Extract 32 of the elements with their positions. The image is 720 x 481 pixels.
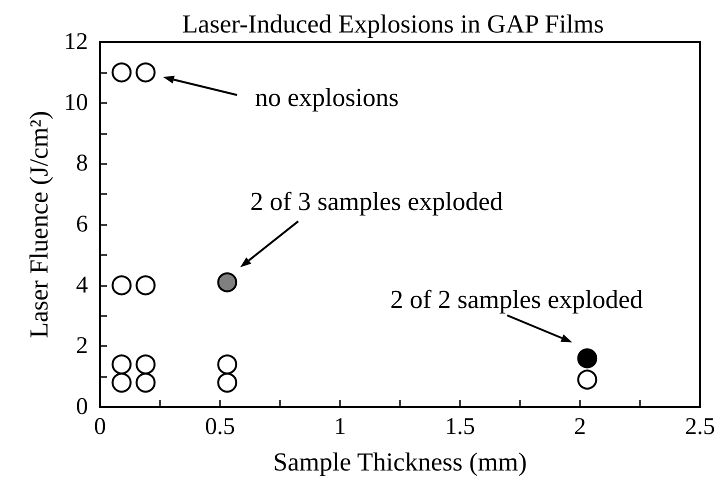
y-tick-label: 8 [76, 150, 88, 177]
y-tick-label: 12 [64, 29, 88, 55]
y-axis-title: Laser Fluence (J/cm²) [24, 110, 54, 338]
point [136, 62, 156, 82]
y-tick-label: 10 [64, 90, 88, 116]
x-axis-title: Sample Thickness (mm) [273, 448, 527, 476]
point [136, 372, 156, 393]
chart-title: Laser-Induced Explosions in GAP Films [182, 10, 604, 38]
x-tick-label: 1.5 [445, 414, 475, 440]
point [136, 275, 156, 296]
annotation: no explosions [255, 83, 399, 112]
x-tick-label: 2.5 [685, 414, 715, 440]
y-tick-label: 4 [76, 272, 88, 298]
point [136, 354, 156, 374]
point [112, 354, 132, 374]
point [112, 62, 132, 82]
point [217, 372, 238, 393]
point [217, 354, 238, 374]
point [217, 272, 238, 292]
x-tick-label: 2 [574, 414, 586, 440]
point [112, 275, 132, 296]
y-tick-label: 0 [76, 394, 88, 420]
x-tick-label: 0 [94, 414, 106, 440]
x-tick-label: 0.5 [205, 414, 235, 440]
annotation: 2 of 2 samples exploded [390, 285, 643, 314]
y-tick-label: 2 [76, 333, 88, 360]
annotation: 2 of 3 samples exploded [250, 187, 503, 216]
y-tick-label: 6 [76, 212, 88, 238]
x-tick-label: 1 [334, 414, 346, 440]
point [577, 348, 598, 368]
point [112, 372, 132, 393]
point [577, 370, 598, 390]
